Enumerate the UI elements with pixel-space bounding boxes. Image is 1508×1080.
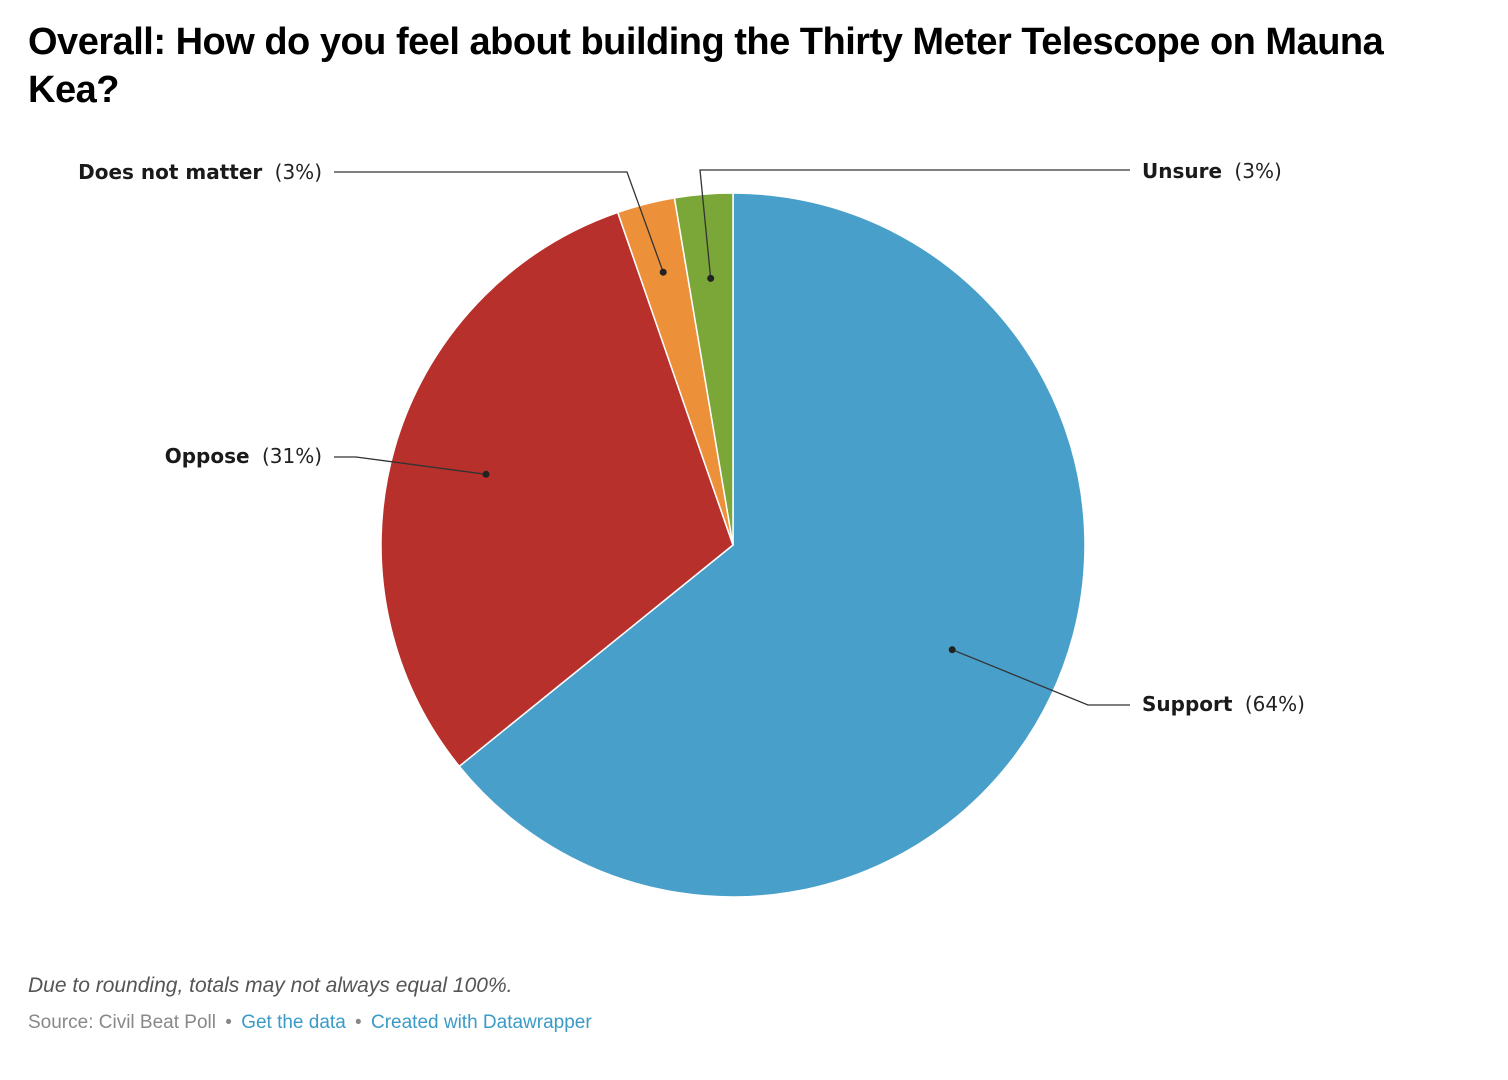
pie-slice-oppose xyxy=(380,211,734,768)
footer-source: Source: Civil Beat Poll • Get the data •… xyxy=(28,1012,592,1034)
slice-label-name: Does not matter xyxy=(78,160,262,184)
leader-dot-does-not-matter xyxy=(659,268,667,276)
slice-label-value: (64%) xyxy=(1245,692,1305,716)
source-text: Source: Civil Beat Poll xyxy=(28,1012,216,1033)
leader-line-oppose xyxy=(334,456,487,475)
slice-label-value: (3%) xyxy=(1234,159,1281,183)
leader-dot-support xyxy=(948,646,956,654)
slice-label-oppose: Oppose (31%) xyxy=(165,444,322,468)
leader-line-does-not-matter xyxy=(334,171,664,273)
pie-slices xyxy=(380,192,1086,898)
separator: • xyxy=(355,1012,362,1033)
leader-line-unsure xyxy=(699,169,1130,279)
leader-line-support xyxy=(951,649,1130,706)
chart-title: Overall: How do you feel about building … xyxy=(28,21,1384,111)
slice-label-name: Oppose xyxy=(165,444,250,468)
slice-label-value: (31%) xyxy=(262,444,322,468)
slice-label-unsure: Unsure (3%) xyxy=(1142,159,1282,183)
separator: • xyxy=(225,1012,232,1033)
slice-label-value: (3%) xyxy=(275,160,322,184)
slice-label-does-not-matter: Does not matter (3%) xyxy=(78,160,322,184)
pie-slice-unsure xyxy=(673,192,734,546)
slice-label-name: Unsure xyxy=(1142,159,1222,183)
slice-label-support: Support (64%) xyxy=(1142,692,1305,716)
footer-note: Due to rounding, totals may not always e… xyxy=(28,974,513,997)
leader-dot-unsure xyxy=(707,274,715,282)
datawrapper-link[interactable]: Created with Datawrapper xyxy=(370,1012,592,1033)
leader-lines xyxy=(334,169,1130,706)
get-data-link[interactable]: Get the data xyxy=(241,1012,346,1033)
pie-slice-support xyxy=(458,192,1086,898)
slice-label-name: Support xyxy=(1142,692,1233,716)
leader-dot-oppose xyxy=(482,470,490,478)
